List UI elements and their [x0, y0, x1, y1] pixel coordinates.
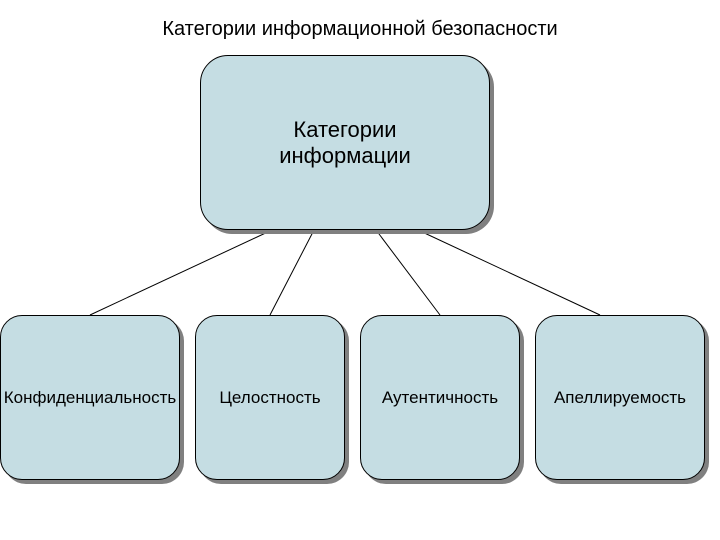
connector [90, 230, 272, 315]
connector [418, 230, 600, 315]
child-node: Аутентичность [360, 315, 520, 480]
child-node: Целостность [195, 315, 345, 480]
diagram-title: Категории информационной безопасности [0, 18, 720, 41]
child-label: Конфиденциальность [4, 388, 176, 408]
child-label: Аутентичность [382, 388, 498, 408]
child-node: Апеллируемость [535, 315, 705, 480]
connector [270, 230, 314, 315]
root-label: Категории информации [279, 117, 411, 169]
connector [376, 230, 440, 315]
root-node: Категории информации [200, 55, 490, 230]
child-label: Целостность [219, 388, 320, 408]
child-label: Апеллируемость [554, 388, 686, 408]
child-node: Конфиденциальность [0, 315, 180, 480]
